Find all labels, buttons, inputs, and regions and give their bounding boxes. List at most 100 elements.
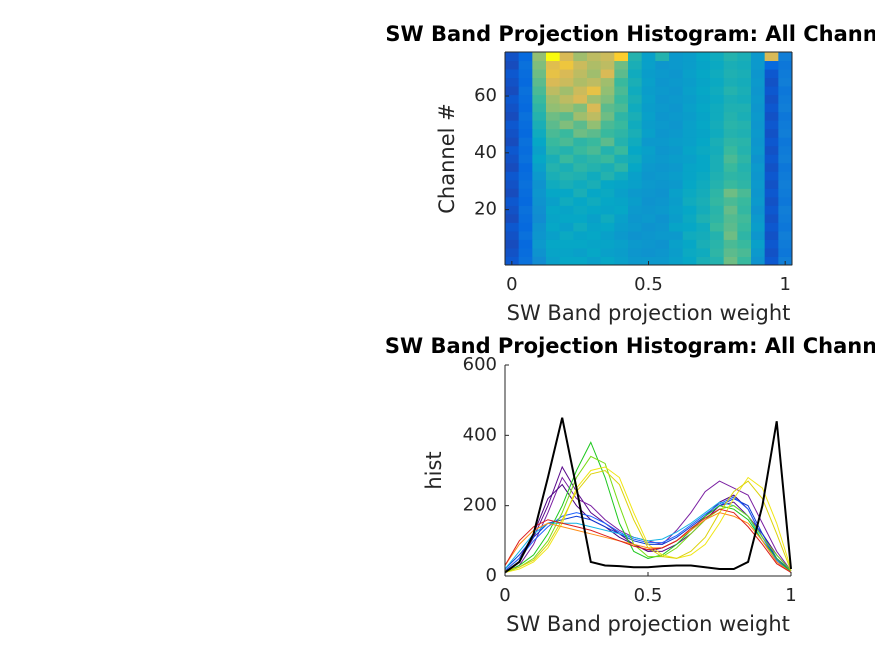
heatmap-cell xyxy=(669,213,684,223)
heatmap-cell xyxy=(628,196,643,206)
y-tick-label: 600 xyxy=(463,354,497,375)
heatmap-cell xyxy=(682,230,697,240)
heatmap-cell xyxy=(600,52,615,62)
heatmap-cell xyxy=(655,86,670,96)
heatmap-cell xyxy=(764,120,779,130)
heatmap-cell xyxy=(641,205,656,215)
y-tick-label: 200 xyxy=(463,495,497,516)
heatmap-cell xyxy=(573,60,588,70)
heatmap-cell xyxy=(696,86,711,96)
heatmap-cell xyxy=(641,162,656,172)
heatmap-cell xyxy=(518,60,533,70)
heatmap-cell xyxy=(587,94,602,104)
heatmap-cell xyxy=(559,179,574,189)
heatmap-cell xyxy=(628,94,643,104)
y-tick-label: 0 xyxy=(486,565,497,586)
heatmap-cell xyxy=(600,239,615,249)
heatmap-cell xyxy=(614,86,629,96)
heatmap-cell xyxy=(710,137,725,147)
heatmap-cell xyxy=(559,60,574,70)
heatmap-cell xyxy=(546,179,561,189)
heatmap-cell xyxy=(764,52,779,62)
heatmap-cell xyxy=(587,60,602,70)
heatmap-cell xyxy=(614,94,629,104)
heatmap-cell xyxy=(505,222,520,232)
heatmap-cell xyxy=(628,205,643,215)
heatmap-cell xyxy=(518,69,533,79)
heatmap-cell xyxy=(587,69,602,79)
heatmap-cell xyxy=(710,52,725,62)
heatmap-cell xyxy=(628,120,643,130)
heatmap-cell xyxy=(669,145,684,155)
heatmap-cell xyxy=(723,145,738,155)
heatmap-cell xyxy=(600,137,615,147)
heatmap-cell xyxy=(751,60,766,70)
heatmap-cell xyxy=(628,179,643,189)
heatmap-cell xyxy=(518,205,533,215)
heatmap-cell xyxy=(614,60,629,70)
heatmap-cell xyxy=(723,222,738,232)
heatmap-cell xyxy=(628,52,643,62)
heatmap-cell xyxy=(737,145,752,155)
y-tick-label: 40 xyxy=(474,142,497,163)
heatmap-cell xyxy=(655,239,670,249)
heatmap-cell xyxy=(628,171,643,181)
heatmap-cell xyxy=(641,213,656,223)
heatmap-cell xyxy=(573,154,588,164)
heatmap-cell xyxy=(723,239,738,249)
heatmap-cell xyxy=(587,86,602,96)
series-line xyxy=(504,508,792,573)
heatmap-cell xyxy=(641,239,656,249)
heatmap-cell xyxy=(737,154,752,164)
heatmap-cell xyxy=(669,256,684,266)
heatmap-cell xyxy=(532,77,547,87)
heatmap-cell xyxy=(696,171,711,181)
heatmap-cell xyxy=(751,128,766,138)
heatmap-cell xyxy=(559,247,574,257)
heatmap-cell xyxy=(682,222,697,232)
heatmap-cell xyxy=(737,162,752,172)
heatmap-cell xyxy=(723,77,738,87)
heatmap-cell xyxy=(723,128,738,138)
heatmap-cell xyxy=(710,60,725,70)
heatmap-cell xyxy=(696,162,711,172)
heatmap-cell xyxy=(641,171,656,181)
heatmap-cell xyxy=(559,69,574,79)
heatmap-cell xyxy=(518,179,533,189)
heatmap-cell xyxy=(546,111,561,121)
heatmap-cell xyxy=(641,120,656,130)
heatmap-cell xyxy=(737,213,752,223)
heatmap-cell xyxy=(587,154,602,164)
heatmap-cell xyxy=(682,196,697,206)
heatmap-cell xyxy=(737,120,752,130)
heatmap-cell xyxy=(518,94,533,104)
heatmap-cell xyxy=(505,230,520,240)
heatmap-cell xyxy=(696,128,711,138)
heatmap-cell xyxy=(628,111,643,121)
heatmap-cell xyxy=(546,137,561,147)
heatmap-cell xyxy=(764,128,779,138)
heatmap-cell xyxy=(518,154,533,164)
heatmap-cell xyxy=(737,171,752,181)
series-line xyxy=(504,417,792,574)
heatmap-cell xyxy=(737,137,752,147)
heatmap-cell xyxy=(737,60,752,70)
heatmap-cell xyxy=(628,213,643,223)
heatmap-cell xyxy=(723,171,738,181)
heatmap-cell xyxy=(518,171,533,181)
heatmap-cell xyxy=(710,239,725,249)
heatmap-cell xyxy=(655,179,670,189)
heatmap-cell xyxy=(751,86,766,96)
heatmap-cell xyxy=(573,188,588,198)
heatmap-cell xyxy=(751,145,766,155)
heatmap-cell xyxy=(669,222,684,232)
heatmap-cell xyxy=(723,69,738,79)
heatmap-cell xyxy=(737,86,752,96)
heatmap-cell xyxy=(614,222,629,232)
heatmap-cell xyxy=(655,111,670,121)
heatmap-cell xyxy=(628,60,643,70)
heatmap-cell xyxy=(532,256,547,266)
heatmap-cell xyxy=(723,120,738,130)
heatmap-cell xyxy=(778,137,793,147)
heatmap-cell xyxy=(669,52,684,62)
